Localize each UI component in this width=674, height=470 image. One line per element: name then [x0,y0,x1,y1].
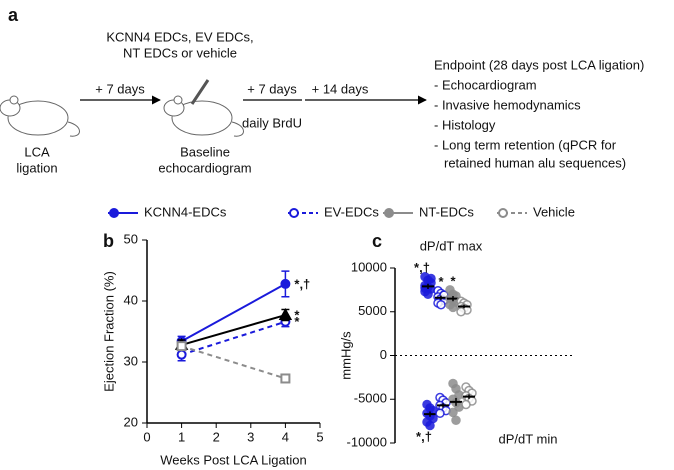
annotation: * [294,307,300,322]
panel-label: c [372,231,382,251]
x-tick-label: 4 [282,429,289,444]
legend-label: KCNN4-EDCs [144,204,227,219]
annotation: * [294,314,300,329]
series-line [181,320,286,356]
point [176,341,187,352]
x-tick-label: 1 [178,429,185,444]
point [436,300,446,310]
point [280,373,291,384]
x-tick-label: 0 [143,429,150,444]
series-line [181,345,286,380]
y-tick-label: 30 [124,353,138,368]
point [461,399,471,410]
point [448,302,458,313]
timeline-text: LCA [24,144,50,159]
legend-label: NT-EDCs [419,204,474,219]
timeline-text: echocardiogram [158,160,251,175]
series-line [181,314,286,346]
treatment-text: KCNN4 EDCs, EV EDCs, [106,29,253,44]
mouse-icon [0,95,80,137]
panel-label: a [8,5,19,25]
y-axis-label: Ejection Fraction (%) [101,271,116,392]
timeline-text: + 7 days [247,81,297,96]
series-line [181,283,286,343]
annotation: * [450,273,456,288]
timeline-text: Baseline [180,144,230,159]
treatment-text: NT EDCs or vehicle [123,45,237,60]
point [435,408,445,418]
legend-label: Vehicle [533,204,575,219]
y-axis-label: mmHg/s [338,331,353,380]
y-tick-label: 5000 [358,303,387,318]
y-tick-label: -10000 [347,434,387,449]
point [451,415,461,425]
y-tick-label: 50 [124,231,138,246]
timeline-text: + 14 days [312,81,369,96]
timeline-text: daily BrdU [242,115,302,130]
annotation: *,† [416,429,432,444]
annotation: *,† [414,260,430,275]
x-tick-label: 5 [316,429,323,444]
legend-marker [109,208,119,218]
y-tick-label: 20 [124,414,138,429]
endpoint-text: - Invasive hemodynamics [434,97,581,112]
endpoint-text: - Long term retention (qPCR for [434,137,617,152]
panel-label: b [103,231,114,251]
x-tick-label: 3 [247,429,254,444]
y-tick-label: 40 [124,292,138,307]
group-label: dP/dT max [420,238,483,253]
point [456,307,466,317]
endpoint-text: - Histology [434,117,496,132]
legend-marker [498,208,508,218]
timeline-text: ligation [16,160,57,175]
point [280,278,291,289]
point [176,349,187,360]
annotation: * [438,274,444,289]
endpoint-text: Endpoint (28 days post LCA ligation) [434,57,644,72]
point [278,307,293,321]
point [425,420,435,431]
legend-marker [289,208,299,218]
endpoint-text: retained human alu sequences) [444,155,626,170]
x-axis-label: Weeks Post LCA Ligation [160,452,306,467]
legend-marker [384,208,394,218]
group-label: dP/dT min [498,431,557,446]
x-tick-label: 2 [213,429,220,444]
y-tick-label: 0 [380,347,387,362]
legend-label: EV-EDCs [324,204,379,219]
timeline-text: + 7 days [95,81,145,96]
y-tick-label: 10000 [351,259,387,274]
point [426,273,436,284]
mouse-icon [163,79,244,137]
point [448,407,458,418]
annotation: *,† [294,276,310,291]
endpoint-text: - Echocardiogram [434,77,537,92]
y-tick-label: -5000 [354,391,387,406]
